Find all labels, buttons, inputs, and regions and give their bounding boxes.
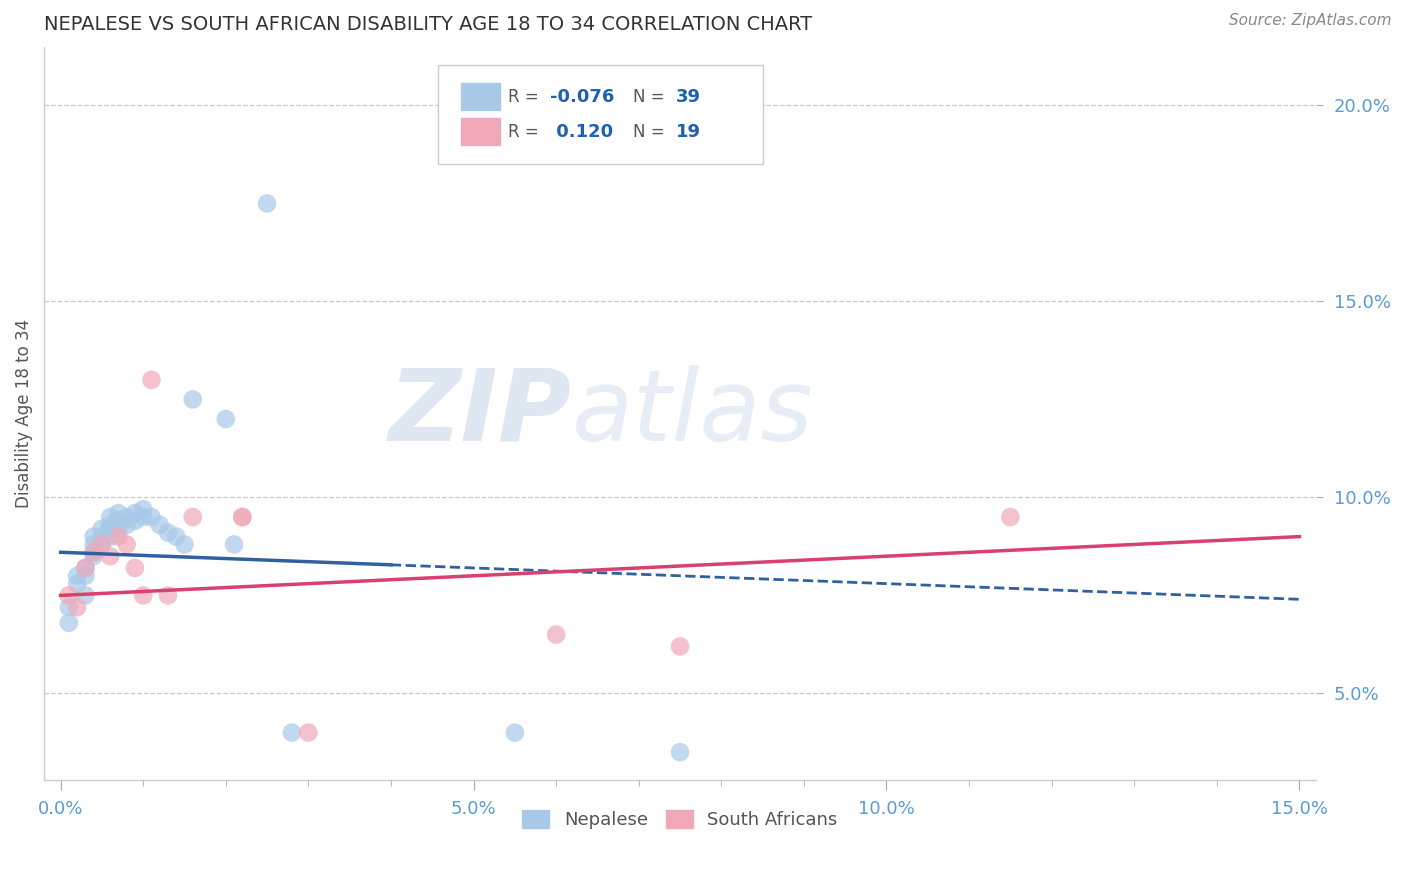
- Point: [141, 373, 163, 387]
- Text: atlas: atlas: [572, 365, 814, 462]
- Point: [156, 525, 179, 540]
- Point: [297, 725, 319, 739]
- Point: [98, 549, 121, 564]
- Point: [107, 506, 129, 520]
- Point: [90, 537, 112, 551]
- Point: [115, 510, 138, 524]
- FancyBboxPatch shape: [460, 82, 501, 112]
- Text: ZIP: ZIP: [389, 365, 572, 462]
- Point: [107, 514, 129, 528]
- Point: [75, 561, 97, 575]
- Point: [231, 510, 253, 524]
- Text: Source: ZipAtlas.com: Source: ZipAtlas.com: [1229, 13, 1392, 29]
- Point: [66, 569, 89, 583]
- Point: [58, 600, 80, 615]
- Point: [181, 510, 204, 524]
- Text: N =: N =: [633, 123, 669, 141]
- Point: [75, 588, 97, 602]
- Point: [83, 537, 105, 551]
- Point: [1000, 510, 1022, 524]
- Point: [132, 502, 155, 516]
- Text: NEPALESE VS SOUTH AFRICAN DISABILITY AGE 18 TO 34 CORRELATION CHART: NEPALESE VS SOUTH AFRICAN DISABILITY AGE…: [44, 15, 813, 34]
- Text: R =: R =: [509, 87, 544, 105]
- Point: [115, 537, 138, 551]
- Point: [124, 506, 146, 520]
- Text: 19: 19: [676, 123, 702, 141]
- Text: 0.120: 0.120: [550, 123, 613, 141]
- Text: 39: 39: [676, 87, 702, 105]
- Point: [156, 588, 179, 602]
- Legend: Nepalese, South Africans: Nepalese, South Africans: [515, 803, 845, 837]
- Y-axis label: Disability Age 18 to 34: Disability Age 18 to 34: [15, 318, 32, 508]
- Point: [98, 530, 121, 544]
- Point: [231, 510, 253, 524]
- Point: [669, 745, 692, 759]
- Point: [124, 561, 146, 575]
- FancyBboxPatch shape: [439, 65, 762, 164]
- FancyBboxPatch shape: [460, 117, 501, 146]
- Point: [115, 517, 138, 532]
- Point: [98, 517, 121, 532]
- Point: [165, 530, 187, 544]
- Point: [83, 545, 105, 559]
- Point: [215, 412, 238, 426]
- Point: [669, 640, 692, 654]
- Point: [546, 627, 568, 641]
- Point: [66, 600, 89, 615]
- Point: [75, 561, 97, 575]
- Text: N =: N =: [633, 87, 669, 105]
- Point: [503, 725, 526, 739]
- Point: [58, 615, 80, 630]
- Point: [124, 514, 146, 528]
- Point: [181, 392, 204, 407]
- Point: [90, 522, 112, 536]
- Point: [141, 510, 163, 524]
- Text: -0.076: -0.076: [550, 87, 614, 105]
- Point: [107, 522, 129, 536]
- Point: [98, 522, 121, 536]
- Point: [75, 569, 97, 583]
- Point: [66, 576, 89, 591]
- Point: [132, 510, 155, 524]
- Point: [83, 549, 105, 564]
- Point: [222, 537, 245, 551]
- Point: [149, 517, 172, 532]
- Point: [256, 196, 278, 211]
- Point: [132, 588, 155, 602]
- Point: [107, 530, 129, 544]
- Point: [90, 530, 112, 544]
- Point: [281, 725, 304, 739]
- Point: [173, 537, 195, 551]
- Point: [98, 510, 121, 524]
- Point: [90, 537, 112, 551]
- Text: R =: R =: [509, 123, 544, 141]
- Point: [83, 530, 105, 544]
- Point: [83, 545, 105, 559]
- Point: [58, 588, 80, 602]
